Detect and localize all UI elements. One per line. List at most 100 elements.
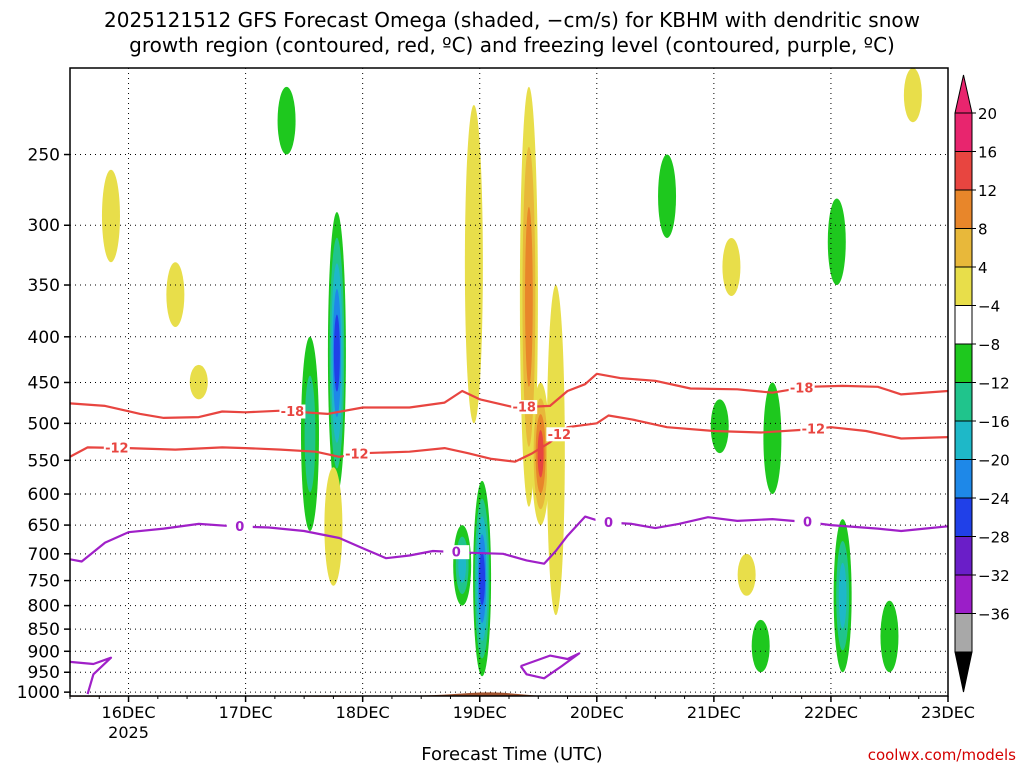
y-tick-label: 1000	[17, 683, 60, 703]
omega-shading	[101, 68, 922, 677]
colorbar-label: 12	[978, 182, 997, 200]
omega-feature	[710, 399, 729, 454]
omega-shade	[304, 375, 316, 493]
contour-series: -18 -18 -18	[70, 372, 948, 420]
colorbar-swatch	[954, 459, 973, 499]
contour-line	[70, 656, 113, 695]
y-tick-label: 700	[28, 545, 60, 565]
colorbar-swatch	[954, 420, 973, 460]
contour-label: 0	[452, 546, 461, 561]
colorbar-swatch	[954, 305, 973, 345]
contour-label: -18	[512, 401, 536, 416]
omega-feature	[324, 467, 343, 586]
omega-shade	[464, 104, 483, 424]
y-tick-label: 450	[28, 373, 60, 393]
chart-title-line-2: growth region (contoured, red, ºC) and f…	[129, 33, 895, 57]
colorbar-label: 16	[978, 144, 997, 162]
contour-series	[70, 656, 113, 695]
y-tick-label: 600	[28, 485, 60, 505]
y-tick-label: 550	[28, 451, 60, 471]
contour-label: -12	[548, 428, 572, 443]
contour-label: 0	[235, 520, 244, 535]
source-credit-link[interactable]: coolwx.com/models	[867, 746, 1016, 764]
omega-feature	[546, 285, 565, 616]
omega-shade	[525, 206, 533, 387]
axes: 2503003504004505005506006507007508008509…	[17, 67, 975, 742]
colorbar-label: −32	[978, 567, 1010, 585]
contour-label: -18	[281, 405, 305, 420]
x-tick-label: 20DEC	[570, 703, 624, 722]
omega-feature	[453, 525, 472, 606]
contour-label-bg	[343, 447, 370, 462]
y-tick-label: 400	[28, 328, 60, 348]
contour-line	[70, 414, 948, 463]
x-tick-label: 21DEC	[687, 703, 741, 722]
contour-label: -12	[345, 448, 369, 463]
colorbar-label: −12	[978, 375, 1010, 393]
omega-shade	[333, 314, 340, 392]
omega-shade	[737, 553, 756, 596]
colorbar-swatch	[954, 382, 973, 422]
omega-shade	[479, 551, 486, 606]
colorbar-swatch	[954, 343, 973, 383]
contour-label-bg	[443, 545, 470, 560]
omega-feature	[531, 382, 550, 526]
colorbar: 20 16 12 8 4 −4 −8 −12 −16 −20 −24 −28 −32 −36	[954, 74, 1010, 693]
omega-shade	[277, 86, 296, 155]
contour-label-bg	[279, 404, 306, 419]
colorbar-bottom-arrow	[954, 651, 973, 693]
y-tick-label: 750	[28, 572, 60, 592]
x-tick-sublabel: 2025	[108, 723, 149, 742]
contour-label-bg	[788, 380, 815, 395]
colorbar-swatch	[954, 613, 973, 653]
omega-shade	[537, 430, 544, 478]
omega-feature	[300, 336, 319, 532]
contour-label: 0	[803, 516, 812, 531]
colorbar-swatch	[954, 112, 973, 152]
contour-label-bg	[511, 400, 538, 415]
y-tick-label: 300	[28, 216, 60, 236]
contours: -18 -18 -18 -12 -12 -12 -12 0 0 0 0	[70, 372, 948, 695]
omega-feature	[189, 364, 208, 400]
colorbar-label: −36	[978, 606, 1010, 624]
omega-shade	[827, 198, 846, 286]
x-tick-label: 22DEC	[804, 703, 858, 722]
contour-label-bg	[595, 515, 622, 530]
colorbar-label: −4	[978, 298, 1000, 316]
omega-shade	[189, 364, 208, 400]
omega-shade	[763, 382, 782, 495]
colorbar-label: 8	[978, 221, 988, 239]
x-tick-label: 18DEC	[336, 703, 390, 722]
colorbar-label: −16	[978, 413, 1010, 431]
omega-feature	[722, 237, 741, 296]
colorbar-swatch	[954, 497, 973, 537]
contour-label-bg	[546, 427, 573, 442]
omega-shade	[880, 600, 899, 673]
y-tick-label: 650	[28, 516, 60, 536]
x-tick-label: 17DEC	[219, 703, 273, 722]
contour-label: 0	[604, 516, 613, 531]
contour-label-bg	[794, 515, 821, 530]
omega-shade	[751, 619, 770, 673]
colorbar-swatch	[954, 151, 973, 191]
y-tick-label: 800	[28, 597, 60, 617]
omega-feature	[166, 262, 185, 327]
y-tick-label: 950	[28, 663, 60, 683]
omega-shade	[101, 169, 120, 263]
omega-shade	[546, 285, 565, 616]
omega-shade	[324, 467, 343, 586]
omega-feature	[327, 212, 346, 495]
x-tick-label: 19DEC	[453, 703, 507, 722]
omega-feature	[827, 198, 846, 286]
contour-label: -12	[802, 422, 826, 437]
omega-feature	[737, 553, 756, 596]
contour-label: -18	[790, 381, 814, 396]
omega-shade	[903, 68, 922, 123]
omega-feature	[763, 382, 782, 495]
colorbar-label: −28	[978, 529, 1010, 547]
contour-series	[519, 652, 581, 680]
contour-series: 0 0 0 0	[70, 515, 948, 565]
y-tick-label: 350	[28, 276, 60, 296]
omega-shade	[658, 154, 677, 238]
omega-feature	[101, 169, 120, 263]
